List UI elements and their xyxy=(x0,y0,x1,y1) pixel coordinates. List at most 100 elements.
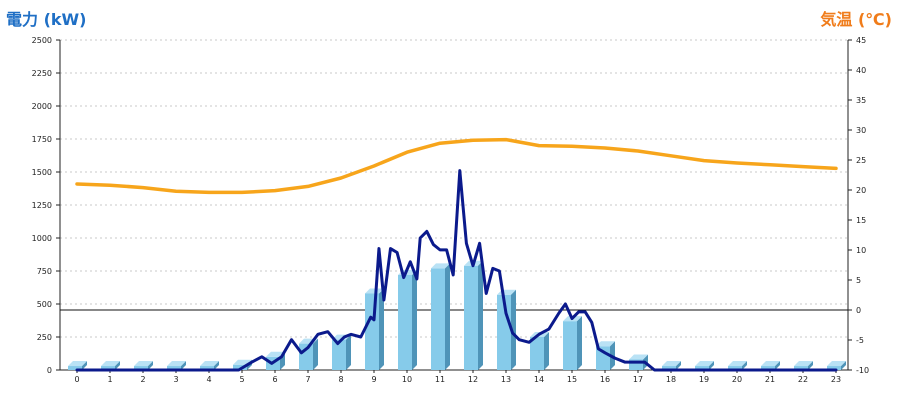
x-tick-label: 5 xyxy=(239,375,244,384)
power-bar xyxy=(134,366,148,370)
power-bar-top xyxy=(695,361,714,367)
power-bar-side xyxy=(742,361,747,370)
power-bar xyxy=(101,366,115,370)
power-bar xyxy=(398,274,412,370)
power-bar-side xyxy=(676,361,681,370)
power-bar xyxy=(728,366,742,370)
power-bar-side xyxy=(577,316,582,370)
power-bar xyxy=(233,364,247,370)
right-tick-label: 45 xyxy=(856,36,866,45)
x-tick-label: 14 xyxy=(534,375,544,384)
right-tick-label: 35 xyxy=(856,96,866,105)
right-tick-label: 10 xyxy=(856,246,866,255)
x-tick-label: 19 xyxy=(699,375,709,384)
power-bar-side xyxy=(181,361,186,370)
power-bar xyxy=(761,366,775,370)
x-tick-label: 9 xyxy=(371,375,376,384)
power-bar xyxy=(827,366,841,370)
left-axis-title: 電力 (kW) xyxy=(6,10,87,29)
power-bar-side xyxy=(379,288,384,370)
left-tick-label: 2500 xyxy=(32,36,52,45)
power-bar-side xyxy=(775,361,780,370)
left-tick-label: 250 xyxy=(37,333,52,342)
temperature-line xyxy=(75,137,838,195)
left-tick-label: 1750 xyxy=(32,135,52,144)
x-tick-label: 13 xyxy=(501,375,511,384)
power-bar-side xyxy=(148,361,153,370)
x-tick-label: 8 xyxy=(338,375,343,384)
power-bar-top xyxy=(596,341,615,347)
power-bar-side xyxy=(346,334,351,370)
x-tick-label: 21 xyxy=(765,375,775,384)
x-tick-label: 6 xyxy=(272,375,277,384)
right-tick-label: 40 xyxy=(856,66,866,75)
power-bar-side xyxy=(412,269,417,370)
power-bar-top xyxy=(134,361,153,367)
power-bar xyxy=(167,366,181,370)
left-tick-label: 750 xyxy=(37,267,52,276)
power-bar-side xyxy=(115,361,120,370)
power-bar-side xyxy=(478,260,483,370)
power-bar-top xyxy=(266,351,285,357)
x-tick-label: 16 xyxy=(600,375,610,384)
power-bar-top xyxy=(728,361,747,367)
x-tick-label: 22 xyxy=(798,375,808,384)
power-bar-side xyxy=(841,361,846,370)
power-bar-side xyxy=(313,338,318,370)
x-tick-label: 7 xyxy=(305,375,310,384)
x-tick-label: 0 xyxy=(74,375,79,384)
power-bar-side xyxy=(808,361,813,370)
power-bar-top xyxy=(761,361,780,367)
power-bar-top xyxy=(101,361,120,367)
left-tick-label: 1250 xyxy=(32,201,52,210)
power-bar-side xyxy=(544,332,549,370)
power-bar xyxy=(662,366,676,370)
x-tick-label: 12 xyxy=(468,375,478,384)
right-tick-label: -5 xyxy=(856,336,864,345)
right-tick-label: 25 xyxy=(856,156,866,165)
power-bar-top xyxy=(431,263,450,269)
x-tick-label: 10 xyxy=(402,375,412,384)
left-tick-label: 2000 xyxy=(32,102,52,111)
x-tick-label: 11 xyxy=(435,375,445,384)
power-bar xyxy=(200,366,214,370)
power-bar-side xyxy=(82,361,87,370)
power-bar-top xyxy=(662,361,681,367)
power-bar-top xyxy=(629,354,648,360)
power-bar xyxy=(695,366,709,370)
x-tick-label: 3 xyxy=(173,375,178,384)
power-bar-top xyxy=(794,361,813,367)
power-line xyxy=(75,169,838,372)
x-tick-label: 18 xyxy=(666,375,676,384)
right-tick-label: 20 xyxy=(856,186,866,195)
x-tick-label: 1 xyxy=(107,375,112,384)
power-bar xyxy=(68,366,82,370)
power-bar xyxy=(332,339,346,370)
power-bar-top xyxy=(365,288,384,294)
left-tick-label: 0 xyxy=(47,366,52,375)
x-tick-label: 23 xyxy=(831,375,841,384)
power-bar-side xyxy=(709,361,714,370)
power-bar xyxy=(794,366,808,370)
power-bar xyxy=(530,337,544,370)
x-tick-label: 2 xyxy=(140,375,145,384)
right-tick-label: 15 xyxy=(856,216,866,225)
left-tick-label: 1000 xyxy=(32,234,52,243)
power-bar xyxy=(431,268,445,370)
left-tick-label: 2250 xyxy=(32,69,52,78)
power-bar xyxy=(464,265,478,370)
power-bar-top xyxy=(167,361,186,367)
power-bar-side xyxy=(214,361,219,370)
power-bar-side xyxy=(445,263,450,370)
left-tick-label: 1500 xyxy=(32,168,52,177)
power-bar-top xyxy=(68,361,87,367)
x-tick-label: 20 xyxy=(732,375,742,384)
left-tick-label: 500 xyxy=(37,300,52,309)
power-bar-top xyxy=(200,361,219,367)
right-tick-label: 0 xyxy=(856,306,861,315)
right-axis-title: 気温 (℃) xyxy=(820,10,892,29)
power-bar xyxy=(563,321,577,370)
x-tick-label: 17 xyxy=(633,375,643,384)
